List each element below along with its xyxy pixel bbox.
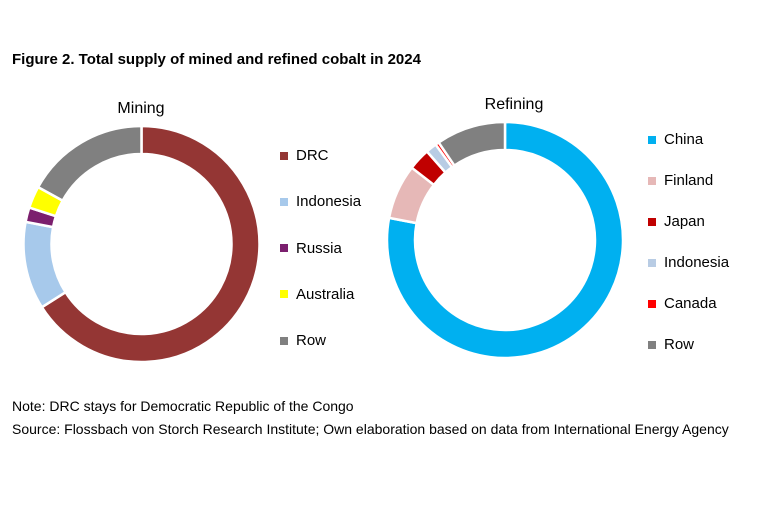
- legend-item: Row: [648, 336, 694, 353]
- legend-swatch: [648, 217, 656, 226]
- legend-item: Australia: [280, 286, 354, 303]
- refining-slice-row: [436, 120, 507, 168]
- legend-item: Canada: [648, 295, 717, 312]
- mining-slice-row: [36, 124, 143, 203]
- legend-label: Indonesia: [664, 254, 730, 271]
- mining-chart-title: Mining: [117, 100, 165, 117]
- legend-item: Japan: [648, 213, 705, 230]
- refining-slice-china: [385, 120, 625, 360]
- legend-swatch: [648, 299, 656, 308]
- note-text: Note: DRC stays for Democratic Republic …: [12, 398, 354, 414]
- legend-label: Russia: [296, 239, 342, 257]
- legend-swatch: [648, 258, 656, 267]
- legend-item: Indonesia: [280, 193, 361, 210]
- legend-item: DRC: [280, 147, 329, 164]
- legend-label: DRC: [296, 147, 329, 164]
- legend-item: China: [648, 131, 703, 148]
- legend-item: Russia: [280, 240, 342, 257]
- legend-label: Japan: [664, 213, 705, 230]
- legend-swatch: [648, 340, 656, 349]
- legend-label: Australia: [296, 285, 355, 303]
- mining-slice-drc: [40, 124, 261, 364]
- legend-label: Canada: [664, 295, 717, 312]
- figure-title: Figure 2. Total supply of mined and refi…: [12, 51, 421, 68]
- legend-swatch: [280, 197, 288, 206]
- legend-item: Indonesia: [648, 254, 729, 271]
- legend-swatch: [648, 135, 656, 144]
- legend-swatch: [280, 244, 288, 253]
- legend-swatch: [280, 336, 288, 345]
- legend-swatch: [280, 151, 288, 160]
- source-text: Source: Flossbach von Storch Research In…: [12, 421, 729, 437]
- mining-slice-indonesia: [22, 220, 68, 309]
- legend-label: Indonesia: [296, 193, 362, 211]
- legend-item: Finland: [648, 172, 713, 189]
- refining-chart-title: Refining: [484, 96, 544, 113]
- legend-label: China: [664, 131, 704, 148]
- legend-swatch: [280, 290, 288, 299]
- legend-item: Row: [280, 332, 326, 349]
- legend-label: Row: [664, 336, 695, 353]
- legend-label: Finland: [664, 172, 714, 189]
- legend-swatch: [648, 176, 656, 185]
- legend-label: Row: [296, 332, 327, 350]
